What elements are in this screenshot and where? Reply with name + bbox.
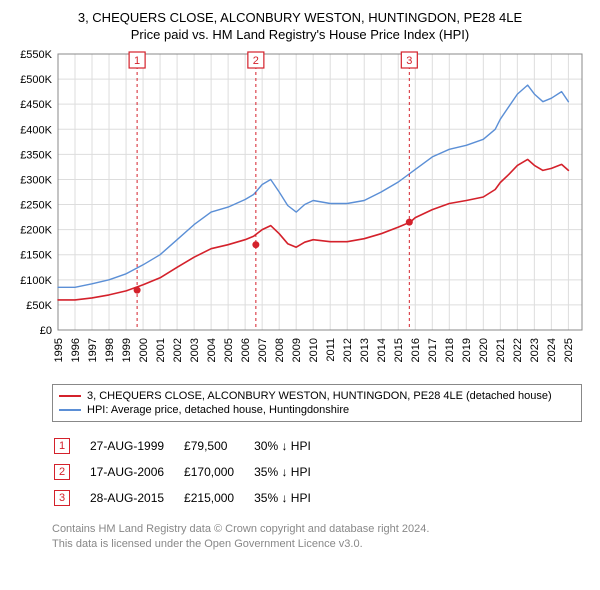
legend-row: 3, CHEQUERS CLOSE, ALCONBURY WESTON, HUN… — [59, 389, 575, 403]
marker-row: 1 27-AUG-1999£79,50030% ↓ HPI — [54, 434, 329, 458]
svg-text:£50K: £50K — [26, 300, 52, 312]
svg-text:2007: 2007 — [257, 338, 269, 362]
svg-text:2021: 2021 — [495, 338, 507, 362]
footnote-line: This data is licensed under the Open Gov… — [52, 537, 582, 552]
marker-delta: 35% ↓ HPI — [254, 486, 329, 510]
marker-delta: 30% ↓ HPI — [254, 434, 329, 458]
svg-text:2012: 2012 — [342, 338, 354, 362]
marker-row: 3 28-AUG-2015£215,00035% ↓ HPI — [54, 486, 329, 510]
svg-text:£150K: £150K — [20, 250, 52, 262]
svg-text:2016: 2016 — [410, 338, 422, 362]
legend-swatch — [59, 395, 81, 397]
svg-text:2010: 2010 — [308, 338, 320, 362]
svg-text:2009: 2009 — [291, 338, 303, 362]
svg-text:£250K: £250K — [20, 200, 52, 212]
svg-text:£550K: £550K — [20, 49, 52, 61]
svg-text:1996: 1996 — [70, 338, 82, 362]
line-chart-svg: £0 £50K £100K £150K £200K £250K £300K £350K £400… — [10, 48, 590, 378]
chart-title: 3, CHEQUERS CLOSE, ALCONBURY WESTON, HUN… — [10, 10, 590, 25]
svg-text:1995: 1995 — [53, 338, 65, 362]
svg-text:1: 1 — [134, 55, 140, 67]
svg-text:£100K: £100K — [20, 275, 52, 287]
svg-text:2000: 2000 — [138, 338, 150, 362]
svg-text:2015: 2015 — [393, 338, 405, 362]
svg-text:2017: 2017 — [427, 338, 439, 362]
marker-number-box: 3 — [54, 490, 70, 506]
svg-text:2008: 2008 — [274, 338, 286, 362]
svg-text:£350K: £350K — [20, 149, 52, 161]
svg-text:2025: 2025 — [563, 338, 575, 362]
footnote-line: Contains HM Land Registry data © Crown c… — [52, 522, 582, 537]
chart-subtitle: Price paid vs. HM Land Registry's House … — [10, 27, 590, 42]
legend-label: HPI: Average price, detached house, Hunt… — [87, 404, 349, 416]
svg-text:2006: 2006 — [240, 338, 252, 362]
svg-text:3: 3 — [406, 55, 412, 67]
marker-date: 27-AUG-1999 — [90, 434, 182, 458]
legend-swatch — [59, 409, 81, 411]
markers-table: 1 27-AUG-1999£79,50030% ↓ HPI 2 17-AUG-2006… — [52, 432, 331, 512]
legend: 3, CHEQUERS CLOSE, ALCONBURY WESTON, HUN… — [52, 384, 582, 422]
svg-text:2: 2 — [253, 55, 259, 67]
marker-delta: 35% ↓ HPI — [254, 460, 329, 484]
marker-price: £170,000 — [184, 460, 252, 484]
svg-text:1998: 1998 — [104, 338, 116, 362]
marker-price: £79,500 — [184, 434, 252, 458]
marker-number-box: 1 — [54, 438, 70, 454]
svg-text:2019: 2019 — [461, 338, 473, 362]
footnote: Contains HM Land Registry data © Crown c… — [52, 522, 582, 553]
svg-text:2002: 2002 — [172, 338, 184, 362]
marker-row: 2 17-AUG-2006£170,00035% ↓ HPI — [54, 460, 329, 484]
marker-price: £215,000 — [184, 486, 252, 510]
svg-text:2004: 2004 — [206, 338, 218, 362]
svg-text:£400K: £400K — [20, 124, 52, 136]
svg-text:£300K: £300K — [20, 174, 52, 186]
marker-date: 28-AUG-2015 — [90, 486, 182, 510]
svg-text:2014: 2014 — [376, 338, 388, 362]
svg-text:2023: 2023 — [529, 338, 541, 362]
svg-text:2003: 2003 — [189, 338, 201, 362]
svg-text:2022: 2022 — [512, 338, 524, 362]
svg-text:2001: 2001 — [155, 338, 167, 362]
svg-text:£0: £0 — [40, 325, 52, 337]
svg-text:2005: 2005 — [223, 338, 235, 362]
marker-number-box: 2 — [54, 464, 70, 480]
legend-label: 3, CHEQUERS CLOSE, ALCONBURY WESTON, HUN… — [87, 390, 552, 402]
svg-text:2013: 2013 — [359, 338, 371, 362]
svg-text:1997: 1997 — [87, 338, 99, 362]
svg-text:£200K: £200K — [20, 225, 52, 237]
svg-text:2024: 2024 — [546, 338, 558, 362]
marker-date: 17-AUG-2006 — [90, 460, 182, 484]
svg-text:2011: 2011 — [325, 338, 337, 362]
svg-text:2020: 2020 — [478, 338, 490, 362]
chart-area: £0 £50K £100K £150K £200K £250K £300K £350K £400… — [10, 48, 590, 378]
legend-row: HPI: Average price, detached house, Hunt… — [59, 403, 575, 417]
svg-text:£450K: £450K — [20, 99, 52, 111]
svg-text:£500K: £500K — [20, 74, 52, 86]
svg-text:2018: 2018 — [444, 338, 456, 362]
svg-text:1999: 1999 — [121, 338, 133, 362]
